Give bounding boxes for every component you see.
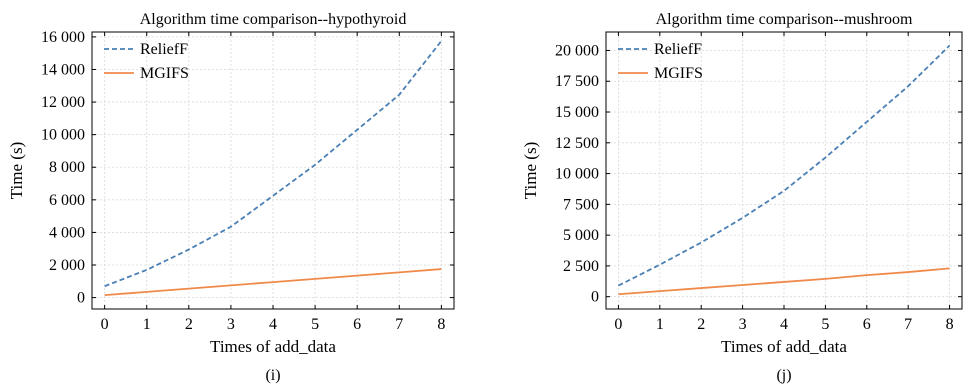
legend-label-mgifs: MGIFS bbox=[140, 65, 189, 82]
x-tick-label: 8 bbox=[946, 316, 954, 333]
x-tick-label: 0 bbox=[614, 316, 622, 333]
legend-label-relieff: ReliefF bbox=[654, 41, 702, 58]
y-tick-label: 5 000 bbox=[563, 227, 599, 244]
series-line-mgifs bbox=[618, 267, 950, 296]
y-tick-label: 10 000 bbox=[555, 166, 599, 183]
x-tick-label: 1 bbox=[143, 316, 151, 333]
y-tick-label: 15 000 bbox=[555, 104, 599, 121]
y-tick-label: 6 000 bbox=[49, 192, 85, 209]
y-tick-label: 14 000 bbox=[41, 61, 85, 78]
x-tick-label: 2 bbox=[697, 316, 705, 333]
y-tick-label: 8 000 bbox=[49, 159, 85, 176]
x-axis-label: Times of add_data bbox=[210, 337, 336, 356]
x-tick-label: 4 bbox=[269, 316, 277, 333]
y-tick-label: 7 500 bbox=[563, 196, 599, 213]
legend: ReliefF MGIFS bbox=[618, 41, 703, 82]
y-tick-label: 10 000 bbox=[41, 127, 85, 144]
y-axis-label: Time (s) bbox=[521, 142, 540, 199]
chart-title: Algorithm time comparison--hypothyroid bbox=[140, 11, 407, 28]
legend-label-relieff: ReliefF bbox=[140, 41, 188, 58]
chart-panel-1: 0 1 2 3 4 5 6 7 8 0 2 500 5 000 7 500 10 000 12 500 15 … bbox=[521, 11, 963, 384]
x-tick-label: 3 bbox=[739, 316, 747, 333]
y-axis-label: Time (s) bbox=[7, 142, 26, 199]
x-tick-label: 5 bbox=[311, 316, 319, 333]
chart-title: Algorithm time comparison--mushroom bbox=[656, 11, 913, 28]
y-tick-label: 2 500 bbox=[563, 258, 599, 275]
x-tick-label: 7 bbox=[904, 316, 912, 333]
figure-caption: (j) bbox=[776, 367, 791, 384]
y-tick-label: 4 000 bbox=[49, 224, 85, 241]
legend-label-mgifs: MGIFS bbox=[654, 65, 703, 82]
figure-caption: (i) bbox=[265, 367, 280, 384]
x-tick-label: 7 bbox=[395, 316, 403, 333]
chart-panel-0: 0 1 2 3 4 5 6 7 8 0 2 000 4 000 6 000 8 000 10 000 12 0… bbox=[7, 11, 455, 384]
y-tick-label: 20 000 bbox=[555, 42, 599, 59]
y-tick-label: 0 bbox=[77, 290, 85, 307]
series-line-relieff bbox=[104, 40, 443, 288]
x-axis-label: Times of add_data bbox=[721, 337, 847, 356]
y-tick-label: 2 000 bbox=[49, 257, 85, 274]
x-tick-label: 1 bbox=[656, 316, 664, 333]
x-tick-label: 4 bbox=[780, 316, 788, 333]
y-tick-label: 0 bbox=[591, 289, 599, 306]
x-tick-label: 3 bbox=[227, 316, 235, 333]
legend: ReliefF MGIFS bbox=[104, 41, 189, 82]
x-tick-label: 6 bbox=[863, 316, 871, 333]
y-tick-label: 12 000 bbox=[41, 94, 85, 111]
y-tick-label: 17 500 bbox=[555, 73, 599, 90]
y-tick-label: 16 000 bbox=[41, 29, 85, 46]
x-tick-label: 0 bbox=[101, 316, 109, 333]
y-tick-label: 12 500 bbox=[555, 135, 599, 152]
x-tick-label: 6 bbox=[353, 316, 361, 333]
x-tick-label: 5 bbox=[821, 316, 829, 333]
x-tick-label: 8 bbox=[437, 316, 445, 333]
series-line-mgifs bbox=[104, 268, 442, 297]
x-tick-label: 2 bbox=[185, 316, 193, 333]
